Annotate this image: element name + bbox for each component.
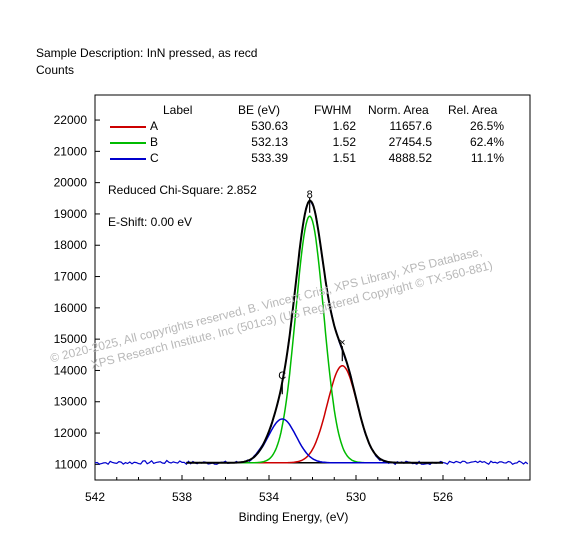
peak-c-line [186,418,443,464]
row-b-label: B [150,135,159,149]
table-header-fwhm: FWHM [314,103,352,117]
legend-swatch-a [110,126,146,128]
x-tick-label: 534 [259,490,279,504]
peak-a-marker: × [339,337,345,349]
y-tick-label: 22000 [54,113,88,127]
x-tick-label: 542 [85,490,105,504]
y-tick-label: 21000 [54,144,88,158]
row-c-norm-area: 4888.52 [388,151,432,165]
peak-b-marker: 8 [307,189,313,201]
peak-a-line [186,365,443,464]
y-tick-label: 13000 [54,395,88,409]
y-tick-label: 18000 [54,238,88,252]
row-c-label: C [150,151,159,165]
y-tick-label: 15000 [54,332,88,346]
row-b-fwhm: 1.52 [332,135,356,149]
legend-swatch-c [110,158,146,160]
row-b-be: 532.13 [251,135,288,149]
peak-c-marker: C [278,370,286,382]
row-b-norm-area: 27454.5 [388,135,432,149]
row-c-be: 533.39 [251,151,288,165]
watermark-line-1: © 2020-2025, All copyrights reserved, B.… [49,244,484,365]
e-shift-text: E-Shift: 0.00 eV [108,215,193,229]
table-header-norm-area: Norm. Area [368,103,429,117]
legend-swatch-b [110,142,146,144]
sample-description: Sample Description: InN pressed, as recd [36,46,258,60]
chi-square-text: Reduced Chi-Square: 2.852 [108,183,257,197]
row-a-norm-area: 11657.6 [389,119,433,133]
peak-b-line [186,215,443,464]
table-header-rel-area: Rel. Area [448,103,498,117]
counts-axis-label: Counts [36,63,75,77]
y-tick-label: 17000 [54,270,88,284]
chart-curves [94,199,529,466]
row-c-rel-area: 11.1% [470,151,504,165]
watermark: © 2020-2025, All copyrights reserved, B.… [49,244,494,371]
x-tick-label: 538 [172,490,192,504]
envelope-fit-line [186,199,443,464]
table-header-be: BE (eV) [238,103,281,117]
axis-ticks: 11000 12000 13000 14000 15000 16000 17000 18000… [54,113,531,504]
row-b-rel-area: 62.4% [469,135,504,149]
row-a-be: 530.63 [251,119,288,133]
y-tick-label: 19000 [54,207,88,221]
x-axis-label: Binding Energy, (eV) [238,510,349,524]
peak-markers: × 8 C [278,189,346,395]
y-tick-label: 20000 [54,176,88,190]
row-c-fwhm: 1.51 [332,151,356,165]
y-tick-label: 14000 [54,363,88,377]
x-tick-label: 530 [346,490,366,504]
y-tick-label: 12000 [54,426,88,440]
table-header-label: Label [163,103,193,117]
row-a-label: A [150,119,159,133]
row-a-fwhm: 1.62 [332,119,356,133]
y-tick-label: 11000 [55,457,88,471]
x-tick-label: 526 [433,490,453,504]
row-a-rel-area: 26.5% [469,119,504,133]
y-tick-label: 16000 [54,301,88,315]
